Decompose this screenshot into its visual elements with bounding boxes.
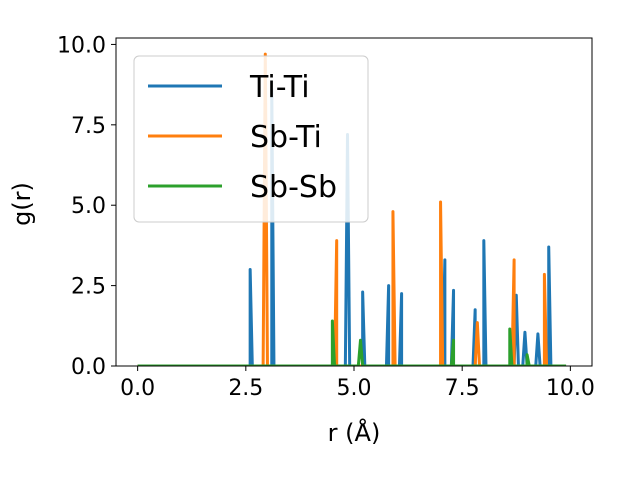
- x-tick-label: 2.5: [228, 376, 263, 401]
- y-tick-label: 0.0: [71, 355, 106, 380]
- x-tick-label: 7.5: [445, 376, 480, 401]
- x-tick-label: 0.0: [120, 376, 155, 401]
- y-tick-label: 7.5: [71, 114, 106, 139]
- legend-box: [133, 55, 369, 223]
- legend-label-ti-ti: Ti-Ti: [249, 70, 310, 105]
- series-line-sb-sb: [137, 319, 567, 366]
- y-tick-label: 10.0: [57, 33, 106, 58]
- x-tick-label: 10.0: [546, 376, 595, 401]
- y-tick-label: 2.5: [71, 275, 106, 300]
- x-tick-label: 5.0: [337, 376, 372, 401]
- y-tick-label: 5.0: [71, 194, 106, 219]
- x-axis-label: r (Å): [328, 418, 381, 447]
- legend-label-sb-sb: Sb-Sb: [250, 170, 337, 205]
- legend-label-sb-ti: Sb-Ti: [250, 120, 322, 155]
- y-axis-label: g(r): [8, 182, 36, 226]
- axes: 0.0 2.5 5.0 7.5 10.0 0.0 2.5 5.0 7.5 10.0: [57, 33, 595, 401]
- legend: Ti-Ti Sb-Ti Sb-Sb: [133, 55, 369, 223]
